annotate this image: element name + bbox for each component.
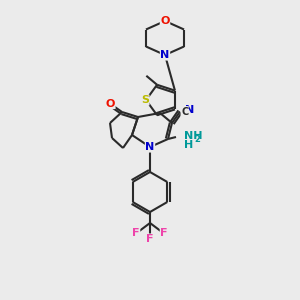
Text: 2: 2 (194, 136, 200, 145)
Text: N: N (185, 104, 194, 115)
Text: F: F (132, 228, 140, 238)
Text: N: N (160, 50, 169, 60)
Text: NH: NH (184, 131, 203, 141)
Text: O: O (160, 16, 170, 26)
Text: F: F (160, 228, 168, 238)
Text: S: S (141, 95, 149, 105)
Text: F: F (146, 234, 154, 244)
Text: O: O (106, 98, 115, 109)
Text: C: C (181, 106, 188, 116)
Text: H: H (184, 140, 193, 150)
Text: N: N (146, 142, 154, 152)
